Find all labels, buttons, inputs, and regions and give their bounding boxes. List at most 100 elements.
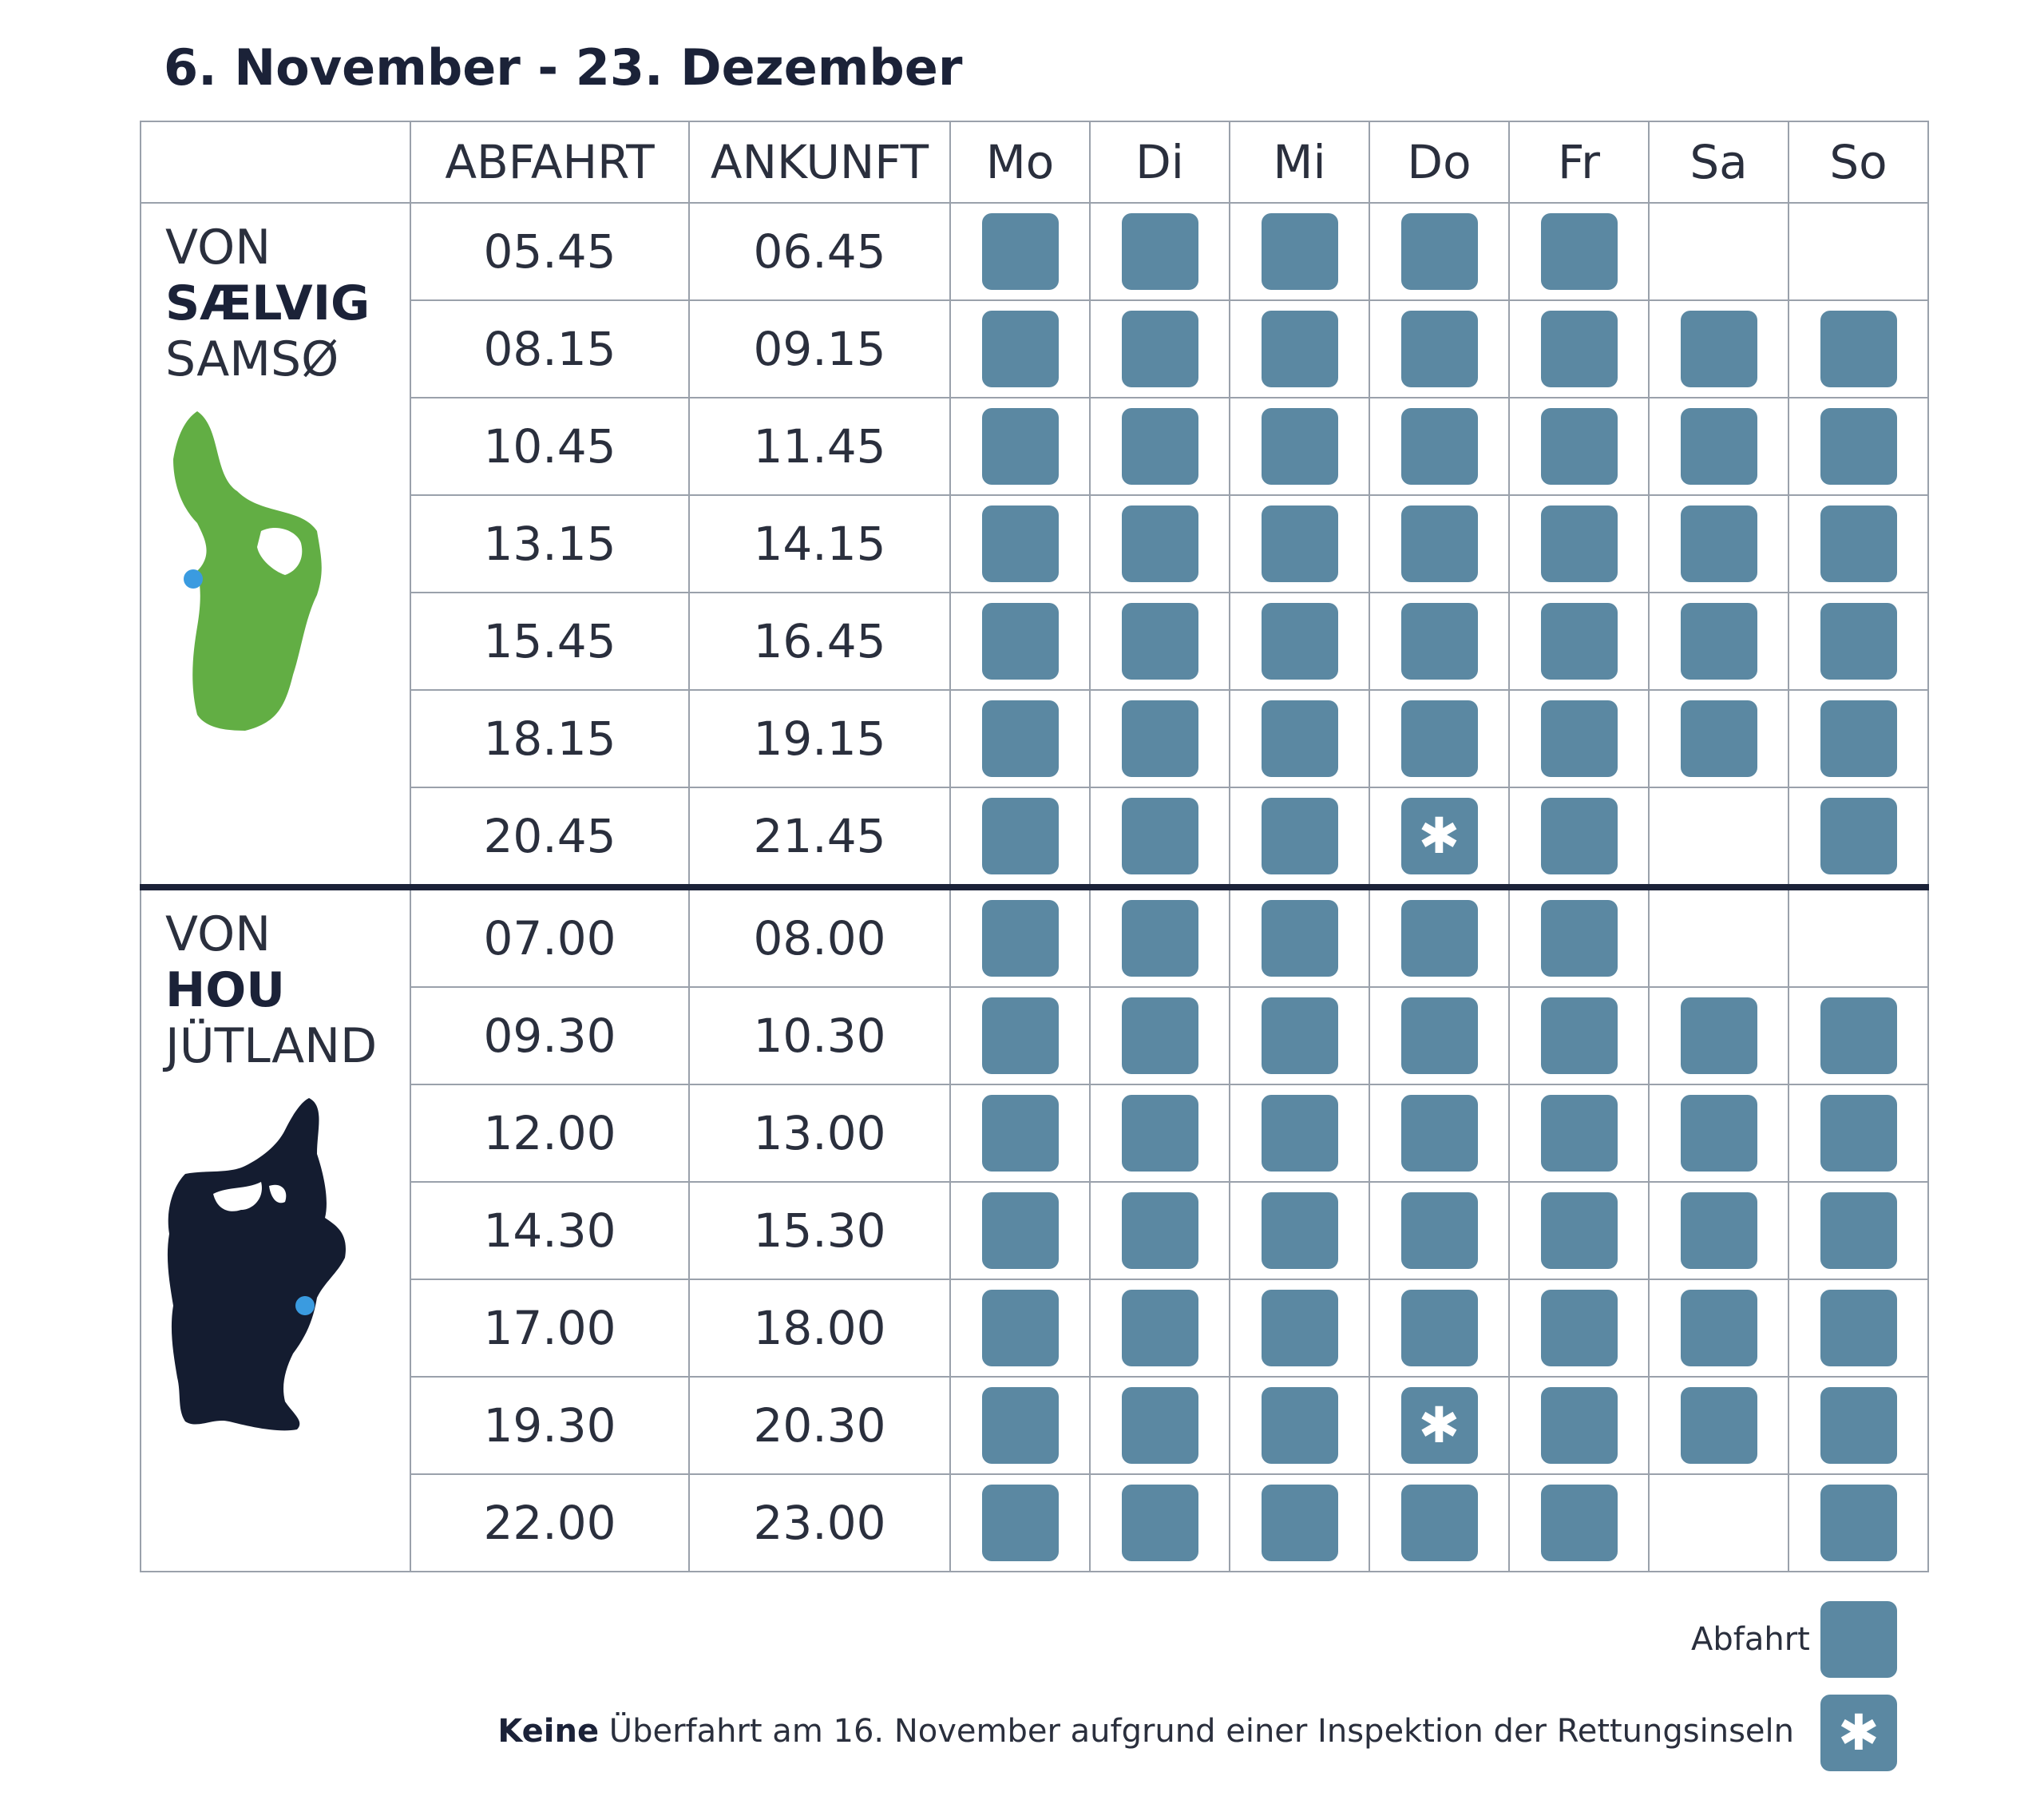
day-cell-mo <box>949 884 1091 988</box>
departure-box <box>1121 1387 1198 1464</box>
section-label-von: VON <box>165 906 271 962</box>
departure-box <box>1261 900 1338 977</box>
departure-box <box>981 900 1059 977</box>
day-cell-so <box>1788 1279 1929 1378</box>
day-cell-sa <box>1648 494 1789 593</box>
day-cell-do <box>1369 1279 1510 1378</box>
departure-box <box>981 798 1059 874</box>
header-day-do: Do <box>1369 121 1510 204</box>
departure-box <box>1121 900 1198 977</box>
departure-box <box>981 213 1059 290</box>
schedule-row: VON SÆLVIG SAMSØ 05.45 06.45 <box>140 202 1929 888</box>
departure-box <box>1261 1192 1338 1269</box>
departure-box <box>1680 311 1757 387</box>
arrival-time: 23.00 <box>688 1473 951 1572</box>
schedule-row: 15.45 16.45 <box>141 592 1929 691</box>
day-cell-fr <box>1508 884 1650 988</box>
day-cell-fr <box>1508 592 1650 691</box>
samso-island-map <box>173 411 322 731</box>
header-day-fr: Fr <box>1508 121 1650 204</box>
day-cell-do <box>1369 1181 1510 1280</box>
day-cell-mi <box>1229 787 1370 888</box>
day-cell-fr <box>1508 1376 1650 1475</box>
day-cell-so <box>1788 592 1929 691</box>
schedule-row: 22.00 23.00 <box>141 1473 1929 1572</box>
day-cell-mo <box>949 202 1091 301</box>
day-cell-fr <box>1508 689 1650 788</box>
departure-time: 13.15 <box>410 494 690 593</box>
departure-box <box>1820 505 1897 582</box>
departure-box <box>1820 997 1897 1074</box>
day-cell-mo <box>949 494 1091 593</box>
asterisk-departure-icon <box>1400 1387 1478 1464</box>
day-cell-mo <box>949 1181 1091 1280</box>
departure-box <box>1121 1095 1198 1172</box>
day-cell-fr <box>1508 1279 1650 1378</box>
day-cell-mi <box>1229 397 1370 496</box>
day-cell-so <box>1788 299 1929 398</box>
day-cell-di <box>1089 986 1230 1085</box>
day-cell-sa <box>1648 1084 1789 1183</box>
legend-asterisk-icon <box>1820 1695 1897 1771</box>
schedule-row: VON HOU JÜTLAND 07.00 08.00 <box>140 884 1929 1572</box>
day-cell-di <box>1089 1376 1230 1475</box>
departure-box <box>1121 700 1198 777</box>
section-label-region: SAMSØ <box>165 331 339 387</box>
departure-box <box>1261 700 1338 777</box>
departure-box <box>1400 1095 1478 1172</box>
departure-box <box>1261 1095 1338 1172</box>
departure-box <box>1680 700 1757 777</box>
day-cell-so <box>1788 1084 1929 1183</box>
day-cell-fr <box>1508 986 1650 1085</box>
departure-box <box>1680 603 1757 680</box>
day-cell-mi <box>1229 494 1370 593</box>
header-day-mo: Mo <box>949 121 1091 204</box>
arrival-time: 06.45 <box>688 202 951 301</box>
day-cell-so <box>1788 884 1929 988</box>
arrival-time: 09.15 <box>688 299 951 398</box>
day-cell-sa <box>1648 1376 1789 1475</box>
day-cell-mo <box>949 787 1091 888</box>
day-cell-di <box>1089 787 1230 888</box>
departure-box <box>1820 408 1897 485</box>
port-marker-hou <box>295 1296 315 1315</box>
departure-time: 09.30 <box>410 986 690 1085</box>
day-cell-sa <box>1648 787 1789 888</box>
departure-box <box>1540 798 1618 874</box>
departure-box <box>1680 1387 1757 1464</box>
day-cell-do <box>1369 986 1510 1085</box>
arrival-time: 14.15 <box>688 494 951 593</box>
schedule-row: 13.15 14.15 <box>141 494 1929 593</box>
departure-time: 07.00 <box>410 884 690 988</box>
departure-time: 19.30 <box>410 1376 690 1475</box>
schedule-row: 17.00 18.00 <box>141 1279 1929 1378</box>
departure-box <box>1400 1290 1478 1366</box>
day-cell-do <box>1369 494 1510 593</box>
legend-abfahrt-label: Abfahrt <box>1691 1621 1810 1658</box>
section-label-port: SÆLVIG <box>165 276 370 331</box>
arrival-time: 13.00 <box>688 1084 951 1183</box>
departure-box <box>1680 1290 1757 1366</box>
departure-box <box>1261 505 1338 582</box>
day-cell-di <box>1089 299 1230 398</box>
departure-box <box>1820 1387 1897 1464</box>
departure-time: 10.45 <box>410 397 690 496</box>
schedule-row: 18.15 19.15 <box>141 689 1929 788</box>
departure-box <box>1540 700 1618 777</box>
departure-time: 15.45 <box>410 592 690 691</box>
departure-box <box>1540 408 1618 485</box>
jutland-map <box>167 1098 346 1431</box>
day-cell-sa <box>1648 1181 1789 1280</box>
day-cell-mi <box>1229 1473 1370 1572</box>
header-day-di: Di <box>1089 121 1230 204</box>
departure-box <box>1261 213 1338 290</box>
schedule-table: ABFAHRT ANKUNFT Mo Di Mi Do Fr Sa So VON… <box>140 121 1929 1572</box>
departure-box <box>1121 408 1198 485</box>
arrival-time: 20.30 <box>688 1376 951 1475</box>
departure-box <box>1540 603 1618 680</box>
departure-box <box>1261 408 1338 485</box>
section-label-von: VON <box>165 220 271 276</box>
day-cell-do <box>1369 299 1510 398</box>
departure-box <box>1540 1192 1618 1269</box>
day-cell-di <box>1089 884 1230 988</box>
